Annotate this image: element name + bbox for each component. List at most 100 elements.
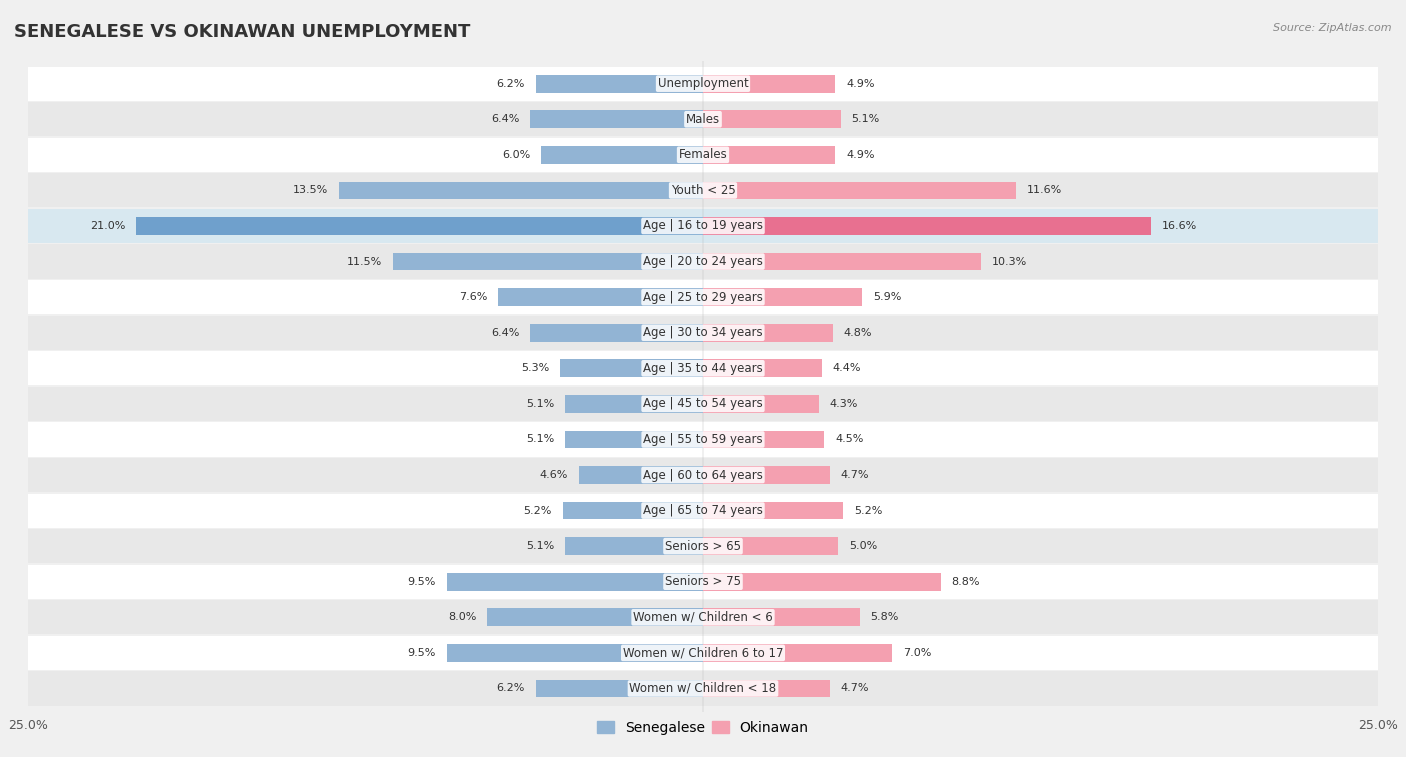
Bar [28,209,1378,243]
Bar [28,565,1378,599]
Text: 10.3%: 10.3% [991,257,1028,266]
Text: 5.2%: 5.2% [523,506,551,516]
Text: Age | 45 to 54 years: Age | 45 to 54 years [643,397,763,410]
Bar [703,680,830,697]
Text: 11.6%: 11.6% [1026,185,1062,195]
Text: Age | 30 to 34 years: Age | 30 to 34 years [643,326,763,339]
Text: 4.9%: 4.9% [846,150,875,160]
Bar [703,324,832,341]
Text: 5.8%: 5.8% [870,612,898,622]
Text: 6.2%: 6.2% [496,79,524,89]
Bar [565,431,703,448]
Bar [560,360,703,377]
Bar [703,537,838,555]
Bar [28,280,1378,314]
Text: Women w/ Children < 18: Women w/ Children < 18 [630,682,776,695]
Text: 4.3%: 4.3% [830,399,858,409]
Bar [703,395,820,413]
Text: 7.6%: 7.6% [458,292,486,302]
Text: Age | 65 to 74 years: Age | 65 to 74 years [643,504,763,517]
Text: 9.5%: 9.5% [408,577,436,587]
Text: 4.7%: 4.7% [841,470,869,480]
Text: 4.6%: 4.6% [540,470,568,480]
Bar [28,173,1378,207]
Text: 16.6%: 16.6% [1161,221,1197,231]
Text: Source: ZipAtlas.com: Source: ZipAtlas.com [1274,23,1392,33]
Bar [28,529,1378,563]
Text: Women w/ Children < 6: Women w/ Children < 6 [633,611,773,624]
Text: 7.0%: 7.0% [903,648,931,658]
Bar [703,75,835,92]
Text: 4.5%: 4.5% [835,435,863,444]
Bar [703,288,862,306]
Legend: Senegalese, Okinawan: Senegalese, Okinawan [592,715,814,740]
Text: 6.0%: 6.0% [502,150,530,160]
Text: Age | 35 to 44 years: Age | 35 to 44 years [643,362,763,375]
Bar [562,502,703,519]
Bar [703,253,981,270]
Text: 5.3%: 5.3% [520,363,550,373]
Text: 4.7%: 4.7% [841,684,869,693]
Text: 21.0%: 21.0% [90,221,125,231]
Text: 5.9%: 5.9% [873,292,901,302]
Bar [703,431,824,448]
Text: Age | 16 to 19 years: Age | 16 to 19 years [643,220,763,232]
Bar [579,466,703,484]
Bar [703,502,844,519]
Text: Women w/ Children 6 to 17: Women w/ Children 6 to 17 [623,646,783,659]
Bar [28,671,1378,706]
Bar [28,351,1378,385]
Text: 5.1%: 5.1% [526,399,554,409]
Bar [447,644,703,662]
Text: 5.2%: 5.2% [855,506,883,516]
Text: Seniors > 65: Seniors > 65 [665,540,741,553]
Bar [703,644,891,662]
Text: 4.8%: 4.8% [844,328,872,338]
Text: 8.0%: 8.0% [449,612,477,622]
Bar [703,182,1017,199]
Bar [28,600,1378,634]
Text: 5.1%: 5.1% [526,435,554,444]
Bar [530,324,703,341]
Text: Males: Males [686,113,720,126]
Bar [28,387,1378,421]
Bar [703,146,835,164]
Bar [392,253,703,270]
Bar [28,245,1378,279]
Bar [703,573,941,590]
Bar [28,494,1378,528]
Bar [703,217,1152,235]
Text: 6.4%: 6.4% [491,328,519,338]
Bar [541,146,703,164]
Text: Age | 20 to 24 years: Age | 20 to 24 years [643,255,763,268]
Bar [28,138,1378,172]
Text: 13.5%: 13.5% [292,185,328,195]
Bar [136,217,703,235]
Bar [703,360,821,377]
Text: Seniors > 75: Seniors > 75 [665,575,741,588]
Text: 5.0%: 5.0% [849,541,877,551]
Bar [28,636,1378,670]
Bar [703,609,859,626]
Text: 8.8%: 8.8% [952,577,980,587]
Bar [447,573,703,590]
Text: 6.2%: 6.2% [496,684,524,693]
Text: 5.1%: 5.1% [526,541,554,551]
Bar [498,288,703,306]
Bar [530,111,703,128]
Text: 11.5%: 11.5% [346,257,382,266]
Bar [28,422,1378,456]
Bar [703,466,830,484]
Bar [28,316,1378,350]
Text: 4.4%: 4.4% [832,363,860,373]
Text: 6.4%: 6.4% [491,114,519,124]
Text: SENEGALESE VS OKINAWAN UNEMPLOYMENT: SENEGALESE VS OKINAWAN UNEMPLOYMENT [14,23,471,41]
Text: 4.9%: 4.9% [846,79,875,89]
Bar [486,609,703,626]
Text: Age | 55 to 59 years: Age | 55 to 59 years [643,433,763,446]
Bar [536,680,703,697]
Text: Age | 60 to 64 years: Age | 60 to 64 years [643,469,763,481]
Text: Unemployment: Unemployment [658,77,748,90]
Bar [28,458,1378,492]
Text: Youth < 25: Youth < 25 [671,184,735,197]
